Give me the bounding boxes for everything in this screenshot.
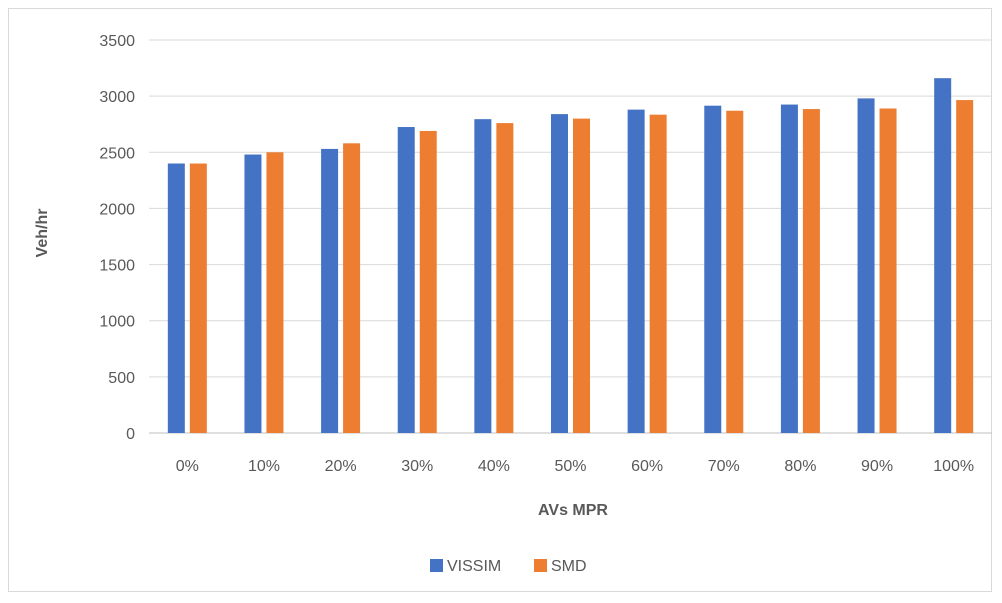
y-tick-label: 0 (126, 426, 135, 443)
bar-smd-70pct (726, 110, 744, 434)
bar-vissim-40pct (474, 119, 492, 433)
y-tick-label: 3000 (99, 89, 135, 106)
bar-smd-30pct (419, 130, 437, 434)
y-tick-label: 2000 (99, 201, 135, 218)
bars (167, 78, 974, 434)
x-tick-label: 0% (176, 458, 199, 475)
y-axis-title: Veh/hr (34, 209, 51, 258)
bar-smd-10pct (266, 152, 284, 434)
bar-vissim-10pct (244, 154, 262, 433)
bar-smd-100pct (956, 100, 974, 433)
bar-smd-40pct (496, 123, 514, 433)
x-tick-label: 10% (248, 458, 280, 475)
bar-smd-90pct (879, 108, 897, 433)
x-axis-title: AVs MPR (538, 502, 608, 519)
x-axis-ticks: 0% 10% 20% 30% 40% 50% 60% 70% 80% 90% 100% (176, 458, 974, 475)
chart-frame: 0 500 1000 1500 2000 2500 3000 3500 0% 10% 20% 30%… (8, 8, 992, 592)
x-tick-label: 90% (861, 458, 893, 475)
x-tick-label: 60% (631, 458, 663, 475)
bar-smd-50pct (573, 118, 590, 433)
x-tick-label: 100% (933, 458, 974, 475)
x-tick-label: 20% (325, 458, 357, 475)
y-tick-label: 3500 (99, 33, 135, 50)
legend-label-vissim: VISSIM (447, 558, 501, 575)
y-tick-label: 1000 (99, 314, 135, 331)
x-tick-label: 50% (554, 458, 586, 475)
bar-smd-20pct (343, 143, 361, 433)
y-axis-ticks: 0 500 1000 1500 2000 2500 3000 3500 (99, 33, 135, 443)
legend-label-smd: SMD (551, 558, 587, 575)
bar-vissim-90pct (857, 98, 875, 433)
bar-chart: 0 500 1000 1500 2000 2500 3000 3500 0% 10% 20% 30%… (34, 33, 992, 575)
x-tick-label: 40% (478, 458, 510, 475)
y-tick-label: 1500 (99, 258, 135, 275)
bar-vissim-100pct (934, 78, 952, 434)
bar-vissim-60pct (627, 109, 645, 434)
bar-vissim-0pct (167, 163, 185, 433)
bar-vissim-20pct (321, 148, 339, 433)
x-tick-label: 70% (708, 458, 740, 475)
legend-swatch-smd (534, 559, 547, 572)
bar-smd-0pct (189, 163, 207, 433)
bar-vissim-70pct (704, 105, 722, 434)
x-tick-label: 30% (401, 458, 433, 475)
y-tick-label: 500 (108, 370, 135, 387)
y-tick-label: 2500 (99, 145, 135, 162)
bar-vissim-30pct (397, 127, 415, 434)
bar-smd-80pct (802, 109, 820, 433)
x-tick-label: 80% (784, 458, 816, 475)
gridlines (149, 39, 992, 434)
bar-vissim-50pct (551, 114, 568, 433)
bar-smd-60pct (649, 114, 667, 434)
legend-swatch-vissim (430, 559, 443, 572)
bar-vissim-80pct (780, 104, 798, 434)
legend: VISSIM SMD (430, 558, 587, 575)
